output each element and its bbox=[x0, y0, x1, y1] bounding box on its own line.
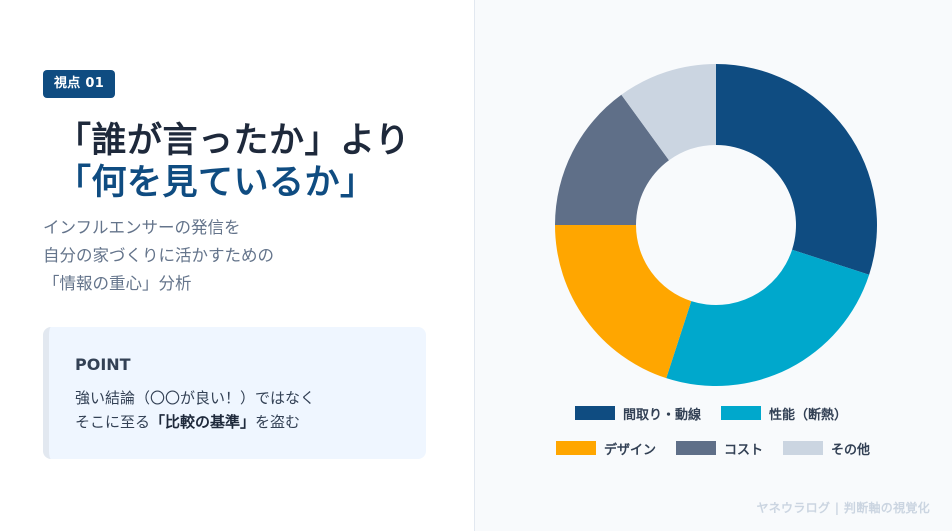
donut-slice bbox=[555, 94, 669, 225]
donut-slice bbox=[716, 64, 877, 275]
footer-credit: ヤネウラログ | 判断軸の視覚化 bbox=[756, 501, 930, 515]
donut-slice bbox=[621, 64, 716, 161]
left-panel: 視点 01 「誰が言ったか」より 「何を見ているか」 インフルエンサーの発信を … bbox=[0, 0, 474, 531]
point-card-body: 強い結論（〇〇が良い！）ではなく そこに至る「比較の基準」を盗む bbox=[75, 386, 426, 434]
legend-swatch bbox=[721, 406, 762, 420]
point-line-2-emphasis: 「比較の基準」 bbox=[150, 413, 256, 431]
subtitle-line: インフルエンサーの発信を bbox=[43, 218, 241, 237]
legend-item: デザイン bbox=[556, 439, 656, 458]
legend-item: 間取り・動線 bbox=[575, 404, 701, 423]
title-line-1: 「誰が言ったか」より bbox=[56, 121, 411, 161]
page-title: 「誰が言ったか」より 「何を見ているか」 bbox=[56, 120, 410, 204]
legend-swatch bbox=[575, 406, 615, 420]
point-card-title: POINT bbox=[75, 355, 131, 374]
viewpoint-badge: 視点 01 bbox=[43, 70, 116, 98]
subtitle-line: 自分の家づくりに活かすための bbox=[43, 246, 274, 265]
subtitle: インフルエンサーの発信を 自分の家づくりに活かすための 「情報の重心」分析 bbox=[43, 214, 274, 298]
point-line-2-suffix: を盗む bbox=[255, 413, 301, 431]
point-line-2: そこに至る「比較の基準」を盗む bbox=[75, 410, 426, 434]
point-card: POINT 強い結論（〇〇が良い！）ではなく そこに至る「比較の基準」を盗む bbox=[43, 327, 426, 459]
legend-item: その他 bbox=[783, 439, 870, 458]
donut-chart bbox=[555, 64, 877, 386]
subtitle-line: 「情報の重心」分析 bbox=[43, 274, 192, 293]
legend-item: コスト bbox=[676, 439, 763, 458]
point-line-2-prefix: そこに至る bbox=[75, 413, 151, 431]
legend-row-2: デザイン コスト その他 bbox=[556, 438, 870, 458]
legend-swatch bbox=[676, 441, 717, 455]
legend-label: 間取り・動線 bbox=[623, 407, 702, 423]
legend-label: デザイン bbox=[604, 442, 657, 458]
legend-label: その他 bbox=[831, 442, 871, 458]
donut-slice bbox=[555, 225, 692, 379]
legend-label: 性能（断熱） bbox=[769, 407, 848, 423]
legend-item: 性能（断熱） bbox=[721, 404, 847, 423]
legend-label: コスト bbox=[724, 442, 764, 458]
donut-slice bbox=[666, 249, 870, 386]
legend-swatch bbox=[783, 441, 824, 455]
legend-swatch bbox=[556, 441, 596, 455]
point-line-1: 強い結論（〇〇が良い！）ではなく bbox=[75, 389, 316, 407]
title-line-2: 「何を見ているか」 bbox=[56, 163, 376, 203]
legend-row-1: 間取り・動線 性能（断熱） bbox=[575, 403, 847, 423]
chart-panel: 間取り・動線 性能（断熱） デザイン コスト その他 ヤネウラログ | 判断軸の視覚化 bbox=[474, 0, 952, 531]
